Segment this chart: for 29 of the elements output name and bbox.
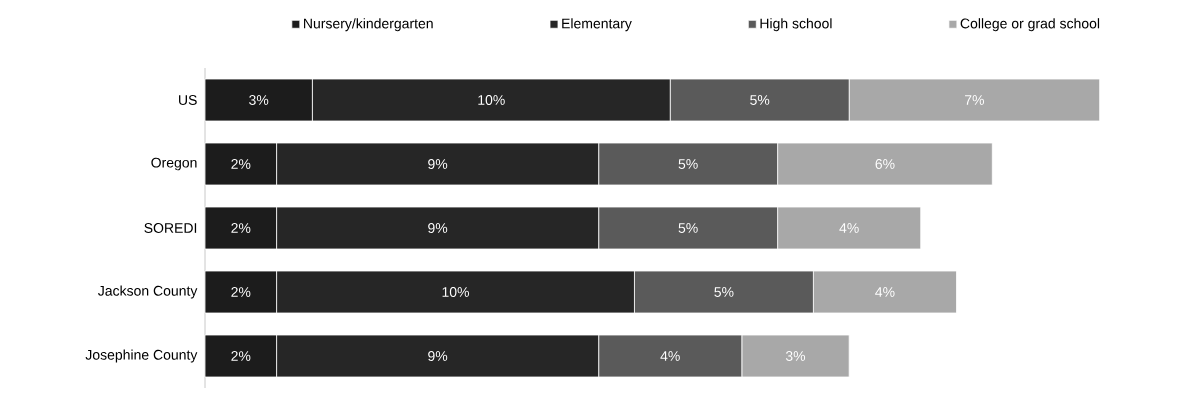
y-tick-label: SOREDI [144, 223, 197, 233]
y-tick-label: US [179, 95, 197, 105]
data-label: 10% [478, 95, 505, 105]
legend-label: Nursery/kindergarten [304, 18, 433, 32]
data-label: 7% [965, 95, 985, 105]
data-label: 3% [785, 351, 806, 361]
data-label: 4% [660, 351, 680, 361]
data-label: 2% [231, 351, 251, 361]
data-label: 9% [428, 223, 448, 233]
data-label: 9% [428, 159, 448, 169]
data-label: 6% [875, 159, 895, 169]
data-label: 3% [249, 95, 269, 105]
y-tick-label: Josephine County [85, 349, 198, 363]
data-label: 4% [875, 287, 895, 297]
data-label: 5% [714, 287, 734, 297]
y-tick-label: Jackson County [98, 285, 198, 299]
data-label: 5% [750, 95, 770, 105]
data-label: 5% [678, 159, 698, 169]
data-label: 9% [428, 351, 448, 361]
data-label: 4% [839, 223, 859, 233]
y-tick-label: Oregon [151, 157, 197, 171]
data-label: 10% [442, 287, 470, 297]
data-label: 2% [231, 287, 251, 297]
legend-label: College or grad school [960, 18, 1100, 32]
data-label: 5% [678, 223, 698, 233]
legend-label: High school [760, 18, 832, 32]
data-label: 2% [231, 159, 251, 169]
data-label: 2% [231, 223, 251, 233]
legend-label: Elementary [562, 18, 632, 32]
